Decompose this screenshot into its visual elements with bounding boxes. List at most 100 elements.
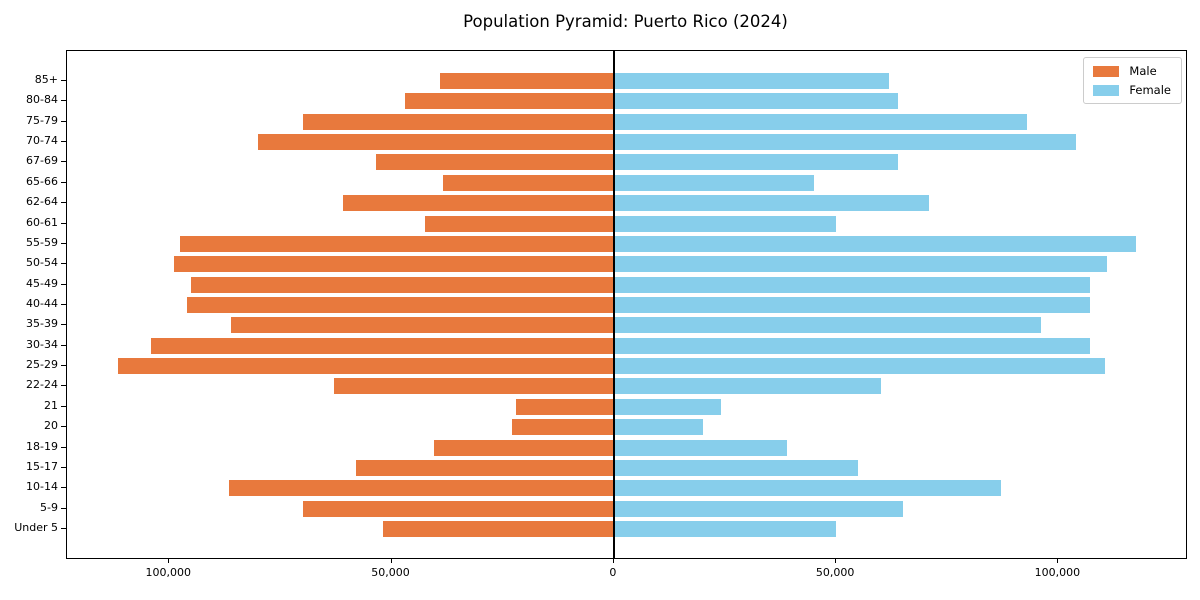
y-tick-label-40-44: 40-44	[26, 296, 58, 310]
female-bar-45-49	[613, 276, 1090, 293]
male-bar-50-54	[173, 256, 614, 273]
y-tick-label-35-39: 35-39	[26, 317, 58, 331]
female-bar-25-29	[613, 358, 1106, 375]
female-bar-40-44	[613, 296, 1090, 313]
female-bar-10-14	[613, 480, 1001, 497]
y-tick-label-85+: 85+	[34, 73, 58, 86]
legend: Male Female	[1083, 57, 1182, 104]
plot-area: Male Female	[66, 50, 1187, 559]
male-bar-70-74	[258, 134, 614, 151]
female-bar-80-84	[613, 93, 899, 110]
y-tick-mark	[61, 487, 66, 489]
y-tick-mark	[61, 222, 66, 224]
y-tick-label-20: 20	[44, 419, 58, 433]
female-bar-35-39	[613, 317, 1041, 334]
y-tick-mark	[61, 242, 66, 244]
x-tick-label-50,000: 50,000	[815, 566, 855, 579]
y-tick-label-65-66: 65-66	[26, 174, 58, 188]
x-tick-mark	[612, 558, 614, 563]
male-bar-25-29	[118, 358, 614, 375]
male-bar-62-64	[342, 195, 614, 212]
y-tick-label-25-29: 25-29	[26, 358, 58, 372]
y-tick-label-60-61: 60-61	[26, 215, 58, 229]
x-tick-label-50,000: 50,000	[371, 566, 410, 579]
male-bar-21	[516, 398, 614, 415]
y-tick-label-Under 5: Under 5	[14, 520, 58, 534]
male-bar-40-44	[187, 296, 614, 313]
male-color-swatch	[1093, 65, 1120, 77]
y-tick-label-30-34: 30-34	[26, 337, 58, 351]
y-tick-mark	[61, 141, 66, 143]
y-tick-label-10-14: 10-14	[26, 480, 58, 494]
male-bar-Under 5	[382, 520, 614, 537]
female-bar-22-24	[613, 378, 881, 395]
y-tick-mark	[61, 120, 66, 122]
legend-entry-male: Male	[1093, 65, 1171, 77]
male-bar-65-66	[442, 174, 614, 191]
male-bar-45-49	[191, 276, 614, 293]
y-tick-mark	[61, 80, 66, 81]
female-bar-18-19	[613, 439, 788, 456]
y-tick-label-80-84: 80-84	[26, 93, 58, 107]
y-tick-mark	[61, 405, 66, 407]
x-tick-label-100,000: 100,000	[1034, 566, 1081, 579]
female-bar-55-59	[613, 235, 1137, 252]
x-tick-mark	[168, 558, 170, 563]
female-bar-75-79	[613, 113, 1028, 130]
female-bar-65-66	[613, 174, 814, 191]
y-tick-label-5-9: 5-9	[40, 500, 58, 514]
female-bar-67-69	[613, 154, 899, 171]
male-bar-30-34	[151, 337, 614, 354]
y-tick-label-50-54: 50-54	[26, 256, 58, 270]
female-bar-5-9	[613, 500, 903, 517]
female-bar-21	[613, 398, 721, 415]
y-tick-mark	[61, 426, 66, 428]
female-bar-15-17	[613, 459, 859, 476]
y-tick-mark	[61, 446, 66, 448]
x-tick-label-100,000: 100,000	[145, 566, 192, 579]
legend-female-label: Female	[1129, 83, 1171, 97]
y-tick-label-62-64: 62-64	[26, 195, 58, 209]
male-bar-15-17	[355, 459, 614, 476]
y-tick-mark	[61, 181, 66, 183]
female-bar-85+	[613, 73, 890, 89]
male-bar-22-24	[333, 378, 614, 395]
female-bar-60-61	[613, 215, 837, 232]
y-tick-label-70-74: 70-74	[26, 134, 58, 148]
y-tick-label-18-19: 18-19	[26, 439, 58, 453]
y-tick-mark	[61, 507, 66, 509]
y-tick-mark	[61, 385, 66, 387]
male-bar-60-61	[424, 215, 614, 232]
y-tick-mark	[61, 303, 66, 305]
y-tick-label-15-17: 15-17	[26, 459, 58, 473]
legend-entry-female: Female	[1093, 84, 1171, 96]
legend-male-label: Male	[1129, 64, 1157, 78]
y-tick-mark	[61, 283, 66, 285]
x-tick-mark	[390, 558, 392, 563]
y-tick-label-55-59: 55-59	[26, 235, 58, 249]
male-bar-35-39	[231, 317, 614, 334]
male-bar-18-19	[433, 439, 614, 456]
male-bar-75-79	[302, 113, 614, 130]
male-bar-20	[511, 419, 614, 436]
male-bar-85+	[440, 73, 614, 89]
male-bar-5-9	[302, 500, 614, 517]
y-tick-label-45-49: 45-49	[26, 276, 58, 290]
female-bar-Under 5	[613, 520, 837, 537]
x-tick-mark	[1057, 558, 1059, 563]
y-tick-mark	[61, 344, 66, 346]
y-tick-mark	[61, 466, 66, 468]
y-tick-mark	[61, 100, 66, 102]
y-tick-mark	[61, 202, 66, 204]
y-tick-mark	[61, 161, 66, 163]
y-tick-label-21: 21	[44, 398, 58, 412]
y-tick-mark	[61, 263, 66, 265]
female-bar-50-54	[613, 256, 1108, 273]
x-tick-label-0: 0	[609, 566, 617, 579]
female-bar-30-34	[613, 337, 1090, 354]
x-tick-mark	[835, 558, 837, 563]
y-tick-label-75-79: 75-79	[26, 113, 58, 127]
zero-axis-line	[613, 51, 615, 558]
female-bar-70-74	[613, 134, 1077, 151]
